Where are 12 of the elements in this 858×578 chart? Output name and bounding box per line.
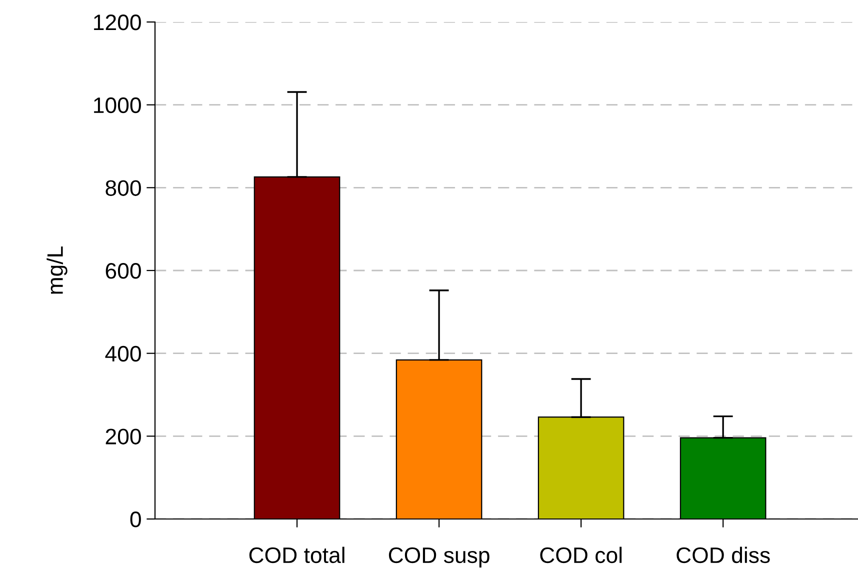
y-tick-label: 800 [106,180,141,196]
y-tick-label: 1000 [94,97,141,114]
y-tick-label: 600 [106,263,141,279]
x-tick-label: COD susp [388,547,490,568]
y-tick-label: 0 [130,512,141,528]
y-tick-label: 1200 [94,14,141,30]
x-tick-label: COD diss [676,546,770,564]
y-axis-title: mg/L [46,246,68,294]
x-tick-label: COD total [249,546,344,564]
x-tick-label: COD col [540,546,622,564]
y-tick-label: 200 [106,428,141,444]
y-tick-label: 400 [105,346,141,362]
